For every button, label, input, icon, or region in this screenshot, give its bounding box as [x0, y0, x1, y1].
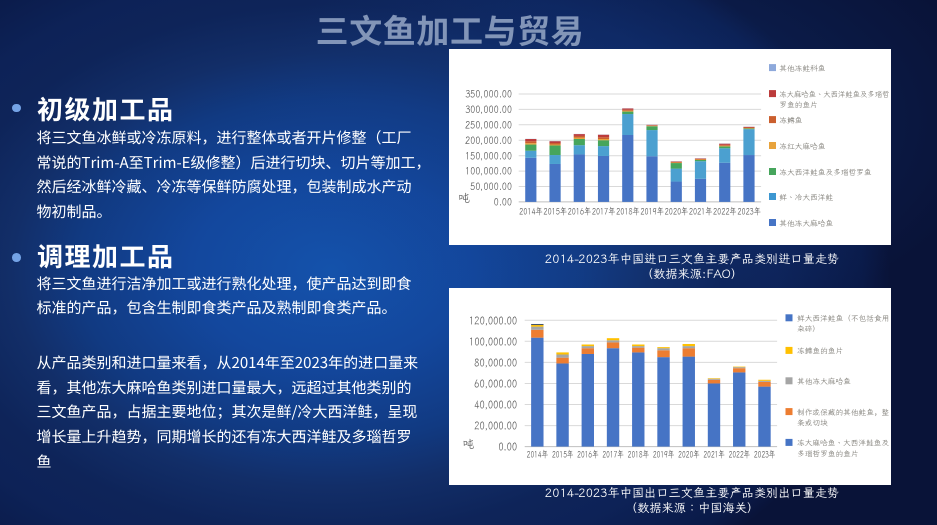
- svg-text:冻大麻哈鱼、大西洋鲑鱼及多瑙哲: 冻大麻哈鱼、大西洋鲑鱼及多瑙哲: [779, 90, 889, 100]
- svg-text:2023年: 2023年: [754, 448, 776, 461]
- svg-text:冻大麻哈鱼、大西洋鲑鱼及: 冻大麻哈鱼、大西洋鲑鱼及: [797, 439, 889, 449]
- svg-text:2019年: 2019年: [653, 448, 675, 461]
- svg-text:2017年: 2017年: [592, 205, 616, 218]
- svg-text:300,000.00: 300,000.00: [464, 102, 512, 116]
- svg-text:冻大西洋鲑鱼及多瑙哲罗鱼: 冻大西洋鲑鱼及多瑙哲罗鱼: [779, 168, 871, 178]
- svg-text:0.00: 0.00: [498, 440, 517, 455]
- svg-text:150,000.00: 150,000.00: [465, 148, 512, 162]
- svg-text:80,000.00: 80,000.00: [474, 355, 517, 370]
- svg-text:2015年: 2015年: [552, 448, 574, 461]
- svg-text:250,000.00: 250,000.00: [465, 118, 512, 132]
- svg-text:40,000.00: 40,000.00: [474, 398, 517, 413]
- svg-text:条或切块: 条或切块: [797, 419, 828, 429]
- svg-text:100,000.00: 100,000.00: [465, 164, 512, 178]
- svg-text:吨: 吨: [458, 191, 470, 206]
- svg-text:2020年: 2020年: [678, 448, 700, 461]
- svg-text:2014年: 2014年: [527, 448, 549, 461]
- svg-text:50,000.00: 50,000.00: [470, 179, 512, 193]
- svg-text:冻鳟鱼: 冻鳟鱼: [779, 116, 802, 126]
- svg-text:冻鳟鱼的鱼片: 冻鳟鱼的鱼片: [797, 347, 843, 357]
- svg-text:多瑙哲罗鱼的鱼片: 多瑙哲罗鱼的鱼片: [797, 449, 859, 459]
- svg-text:2017年: 2017年: [602, 448, 624, 461]
- svg-text:罗鱼的鱼片: 罗鱼的鱼片: [779, 101, 818, 111]
- svg-text:60,000.00: 60,000.00: [474, 377, 517, 392]
- svg-text:2016年: 2016年: [568, 205, 592, 218]
- svg-text:鲜、冷大西洋鲑: 鲜、冷大西洋鲑: [779, 193, 833, 203]
- svg-text:200,000.00: 200,000.00: [465, 133, 512, 147]
- svg-text:2023年: 2023年: [737, 205, 761, 218]
- svg-text:2022年: 2022年: [713, 205, 737, 218]
- svg-text:120,000.00: 120,000.00: [469, 313, 517, 328]
- svg-text:2018年: 2018年: [616, 205, 640, 218]
- svg-text:2021年: 2021年: [703, 448, 725, 461]
- svg-text:2018年: 2018年: [628, 448, 650, 461]
- svg-text:2016年: 2016年: [577, 448, 599, 461]
- svg-text:2020年: 2020年: [665, 205, 689, 218]
- svg-text:2019年: 2019年: [640, 205, 664, 218]
- svg-text:2015年: 2015年: [543, 205, 567, 218]
- svg-text:2014年: 2014年: [519, 205, 543, 218]
- svg-text:冻红大麻哈鱼: 冻红大麻哈鱼: [779, 142, 825, 152]
- svg-text:0.00: 0.00: [494, 195, 512, 209]
- svg-text:2021年: 2021年: [689, 205, 713, 218]
- svg-text:吨: 吨: [462, 437, 474, 452]
- svg-text:制作或保藏的其他鲑鱼，整: 制作或保藏的其他鲑鱼，整: [797, 408, 890, 418]
- svg-text:鲜大西洋鲑鱼（不包括食用: 鲜大西洋鲑鱼（不包括食用: [797, 314, 889, 324]
- svg-text:20,000.00: 20,000.00: [474, 419, 517, 434]
- svg-text:杂碎）: 杂碎）: [797, 325, 820, 335]
- svg-text:100,000.00: 100,000.00: [469, 334, 517, 349]
- svg-text:其他冻大麻哈鱼: 其他冻大麻哈鱼: [797, 377, 851, 387]
- svg-text:2022年: 2022年: [728, 448, 750, 461]
- svg-text:其他冻大麻哈鱼: 其他冻大麻哈鱼: [779, 219, 833, 229]
- svg-text:其他冻鲑科鱼: 其他冻鲑科鱼: [779, 64, 825, 74]
- svg-text:350,000.00: 350,000.00: [464, 87, 512, 101]
